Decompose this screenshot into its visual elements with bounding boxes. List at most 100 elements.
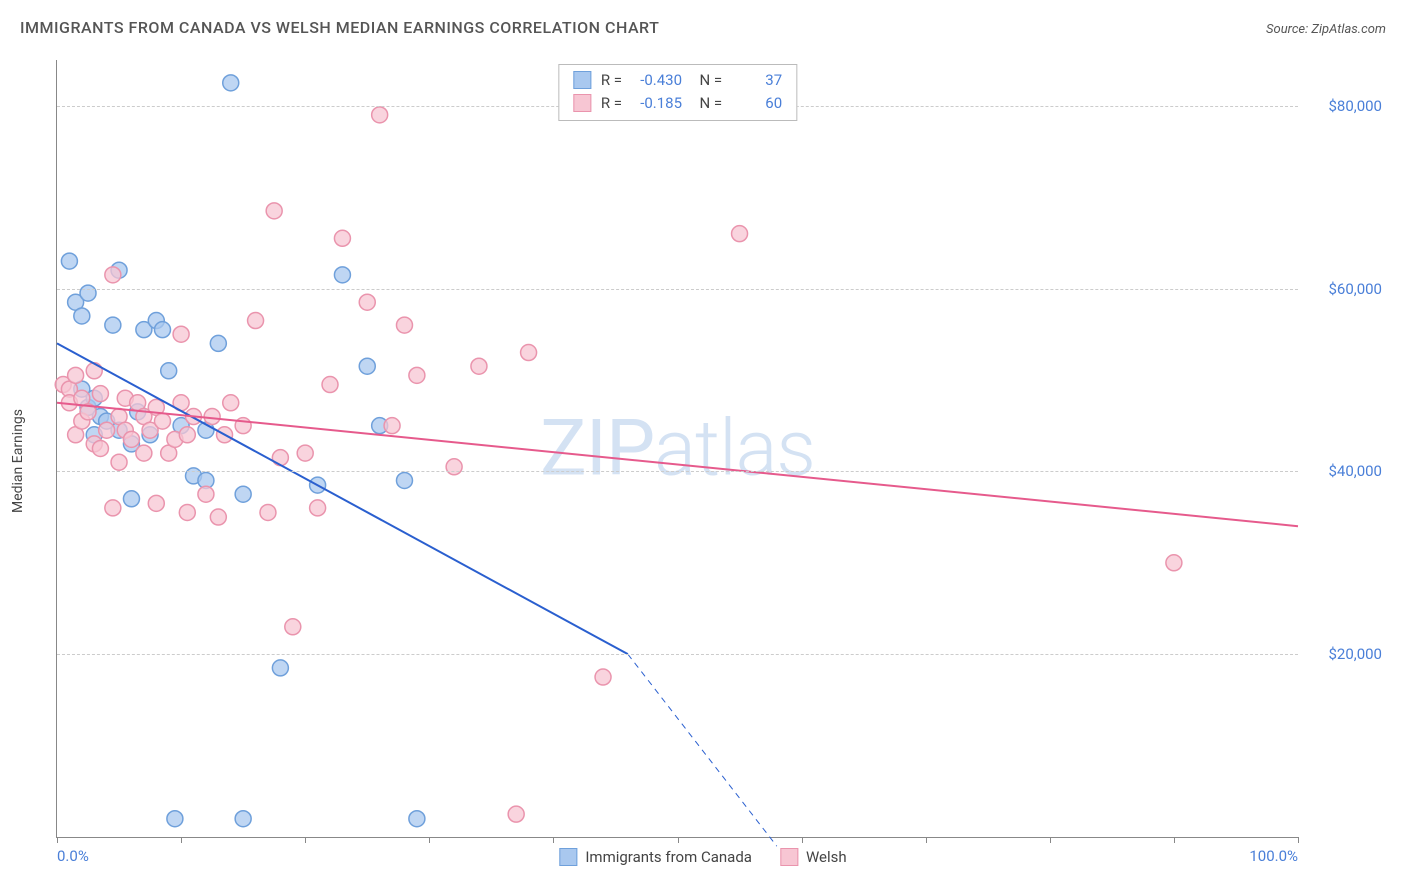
data-point [74,308,90,324]
legend-swatch-icon [573,94,591,112]
data-point [123,431,139,447]
data-point [210,509,226,525]
legend-swatch-icon [780,848,798,866]
data-point [235,486,251,502]
data-point [359,294,375,310]
data-point [223,75,239,91]
series-legend: Immigrants from Canada Welsh [559,848,846,866]
data-point [92,386,108,402]
plot-area: ZIPatlas R = -0.430 N = 37 R = -0.185 N … [56,60,1298,838]
y-tick-label: $80,000 [1304,97,1382,115]
data-point [61,253,77,269]
data-point [508,806,524,822]
data-point [105,317,121,333]
data-point [248,313,264,329]
x-tick [802,837,803,843]
data-point [396,317,412,333]
data-point [105,267,121,283]
data-point [179,504,195,520]
data-point [105,500,121,516]
gridline [57,289,1298,290]
scatter-svg [57,60,1298,837]
regression-extrapolation [628,654,777,846]
legend-label: Immigrants from Canada [585,848,752,866]
data-point [92,441,108,457]
legend-label: Welsh [806,848,847,866]
data-point [266,203,282,219]
data-point [99,422,115,438]
legend-swatch-icon [573,71,591,89]
data-point [595,669,611,685]
data-point [409,367,425,383]
data-point [167,811,183,827]
data-point [322,377,338,393]
x-tick-label: 0.0% [57,847,89,865]
data-point [446,459,462,475]
data-point [471,358,487,374]
data-point [260,504,276,520]
regression-line [57,403,1298,526]
data-point [334,230,350,246]
data-point [179,427,195,443]
r-value: -0.430 [632,69,682,92]
data-point [272,450,288,466]
n-value: 60 [732,92,782,115]
data-point [111,454,127,470]
x-tick [553,837,554,843]
x-tick [57,837,58,843]
x-tick [926,837,927,843]
data-point [372,107,388,123]
regression-line [57,343,628,654]
x-tick [1174,837,1175,843]
data-point [272,660,288,676]
x-tick [181,837,182,843]
y-tick-label: $40,000 [1304,462,1382,480]
data-point [285,619,301,635]
gridline [57,471,1298,472]
data-point [123,491,139,507]
legend-row: R = -0.430 N = 37 [573,69,782,92]
data-point [204,409,220,425]
data-point [310,500,326,516]
y-axis-label: Median Earnings [10,409,26,513]
y-tick-label: $20,000 [1304,645,1382,663]
data-point [154,413,170,429]
gridline [57,654,1298,655]
data-point [154,322,170,338]
data-point [173,326,189,342]
x-tick [1298,837,1299,843]
data-point [334,267,350,283]
data-point [80,285,96,301]
source-attribution: Source: ZipAtlas.com [1266,22,1386,37]
data-point [198,486,214,502]
legend-swatch-icon [559,848,577,866]
data-point [359,358,375,374]
data-point [86,363,102,379]
data-point [148,495,164,511]
legend-item: Immigrants from Canada [559,848,752,866]
x-tick [678,837,679,843]
data-point [235,811,251,827]
data-point [732,226,748,242]
legend-row: R = -0.185 N = 60 [573,92,782,115]
data-point [1166,555,1182,571]
data-point [521,345,537,361]
data-point [68,367,84,383]
chart-title: IMMIGRANTS FROM CANADA VS WELSH MEDIAN E… [20,18,659,37]
data-point [384,418,400,434]
n-value: 37 [732,69,782,92]
x-tick [1050,837,1051,843]
x-tick [305,837,306,843]
x-tick [429,837,430,843]
correlation-legend: R = -0.430 N = 37 R = -0.185 N = 60 [558,64,797,121]
data-point [223,395,239,411]
data-point [297,445,313,461]
x-tick-label: 100.0% [1249,847,1298,865]
r-value: -0.185 [632,92,682,115]
data-point [161,363,177,379]
y-tick-label: $60,000 [1304,280,1382,298]
data-point [409,811,425,827]
data-point [396,472,412,488]
chart-container: Median Earnings ZIPatlas R = -0.430 N = … [20,50,1386,872]
header: IMMIGRANTS FROM CANADA VS WELSH MEDIAN E… [20,18,1386,37]
